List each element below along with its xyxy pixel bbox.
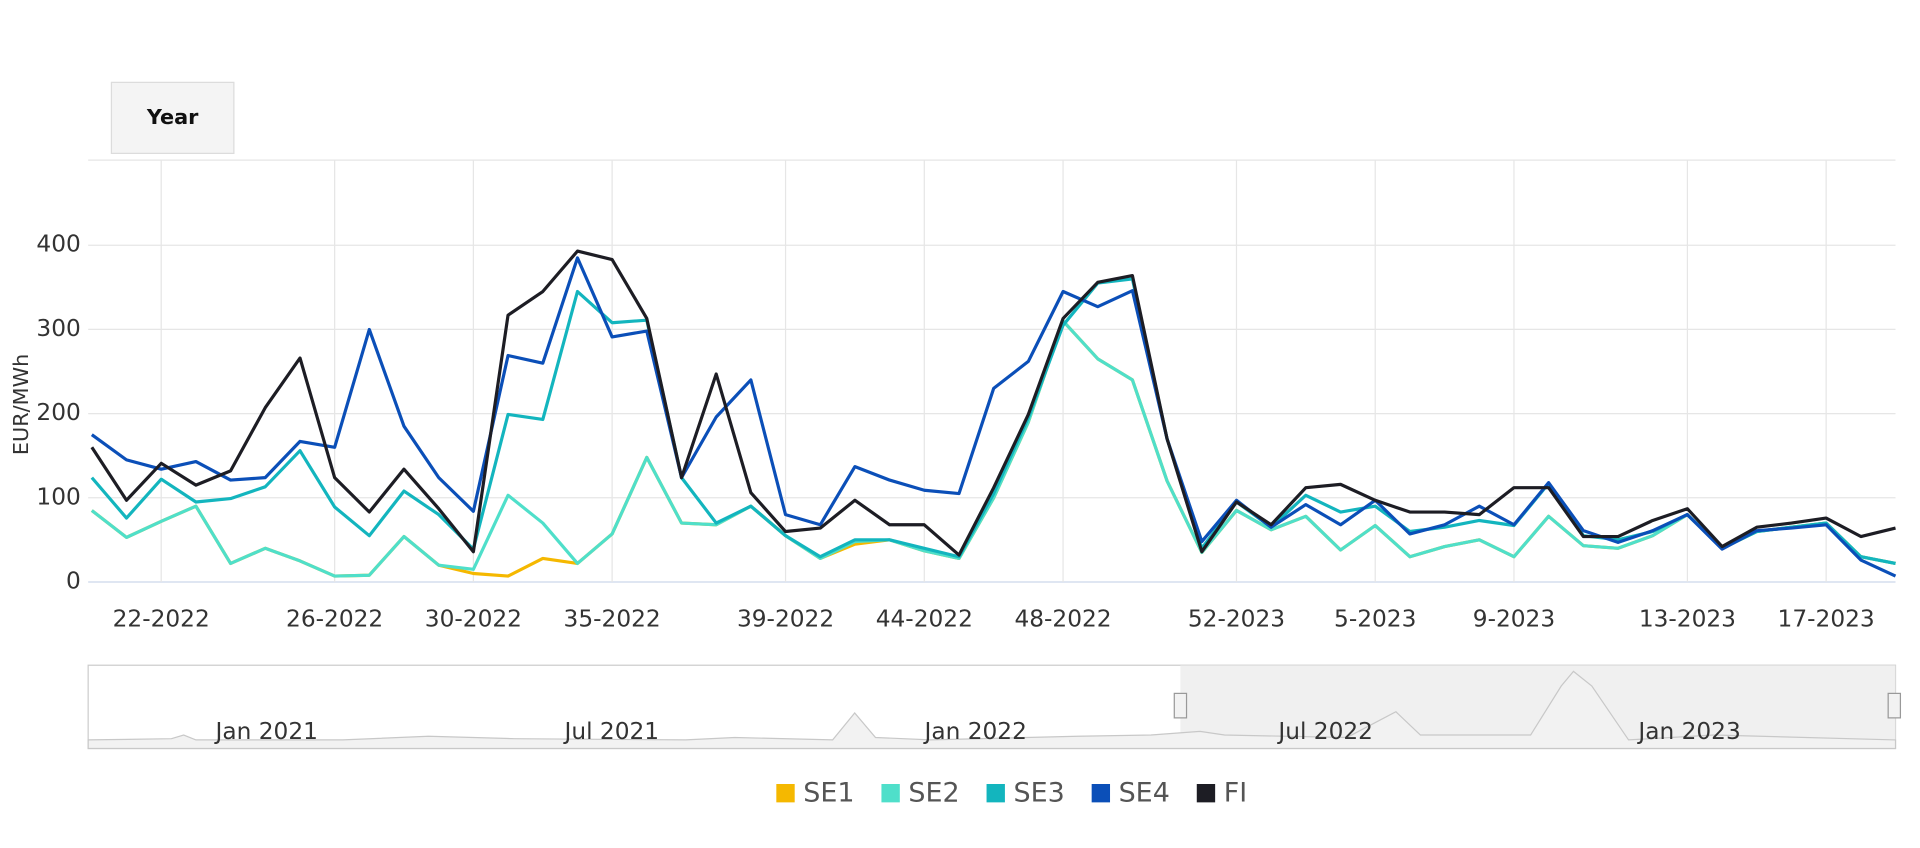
navigator-handle[interactable] <box>1887 692 1902 719</box>
legend-label[interactable]: SE2 <box>908 777 959 808</box>
y-tick-label: 0 <box>66 567 81 594</box>
legend-label[interactable]: FI <box>1224 777 1247 808</box>
legend-label[interactable]: SE1 <box>803 777 854 808</box>
navigator-label: Jul 2021 <box>562 718 659 745</box>
x-tick-label: 30-2022 <box>425 605 522 632</box>
navigator-labels: Jan 2021 Jul 2021 Jan 2022 Jul 2022 Jan 2023 <box>214 718 1741 745</box>
navigator-label: Jan 2021 <box>214 718 318 745</box>
series-line <box>90 256 1897 578</box>
series-line <box>90 319 1896 578</box>
button-box[interactable] <box>110 81 235 154</box>
navigator-area <box>87 670 1897 750</box>
x-tick-label: 52-2023 <box>1188 605 1285 632</box>
legend: SE1 SE2 SE3 SE4 FI <box>776 777 1247 808</box>
series-line <box>90 249 1896 557</box>
legend-swatch[interactable] <box>1196 784 1216 803</box>
legend-label[interactable]: SE3 <box>1013 777 1064 808</box>
x-tick-label: 9-2023 <box>1473 605 1555 632</box>
legend-item[interactable]: SE4 <box>1091 777 1170 808</box>
grid: 0 100 200 300 400 22-2022 26-2022 30-2022 35-202… <box>36 159 1896 632</box>
navigator: Jan 2021 Jul 2021 Jan 2022 Jul 2022 Jan 2023 <box>87 664 1902 750</box>
y-tick-label: 300 <box>36 315 80 342</box>
legend-item[interactable]: FI <box>1196 777 1247 808</box>
x-tick-label: 39-2022 <box>737 605 834 632</box>
legend-swatch[interactable] <box>986 784 1005 803</box>
legend-swatch[interactable] <box>776 784 795 803</box>
legend-item[interactable]: SE1 <box>776 777 854 808</box>
x-tick-label: 13-2023 <box>1639 605 1736 632</box>
navigator-handle[interactable] <box>1173 692 1188 719</box>
x-tick-label: 5-2023 <box>1334 605 1416 632</box>
x-tick-label: 35-2022 <box>564 605 661 632</box>
navigator-label: Jul 2022 <box>1276 718 1373 745</box>
y-axis-title: EUR/MWh <box>9 354 33 456</box>
x-tick-label: 17-2023 <box>1778 605 1875 632</box>
navigator-label: Jan 2022 <box>922 718 1026 745</box>
y-tick-label: 200 <box>36 399 80 426</box>
legend-swatch[interactable] <box>881 784 900 803</box>
series-lines <box>90 249 1897 578</box>
x-tick-label: 48-2022 <box>1014 605 1111 632</box>
navigator-label: Jan 2023 <box>1636 718 1740 745</box>
legend-label[interactable]: SE4 <box>1119 777 1170 808</box>
x-tick-label: 22-2022 <box>113 605 210 632</box>
legend-item[interactable]: SE3 <box>986 777 1065 808</box>
x-tick-label: 44-2022 <box>876 605 973 632</box>
y-tick-label: 400 <box>36 231 80 258</box>
button-label[interactable]: Year <box>146 105 199 129</box>
legend-swatch[interactable] <box>1091 784 1111 803</box>
series-line <box>90 277 1896 566</box>
legend-item[interactable]: SE2 <box>881 777 960 808</box>
range-button[interactable]: Year <box>110 81 235 154</box>
x-tick-label: 26-2022 <box>286 605 383 632</box>
y-tick-label: 100 <box>36 483 80 510</box>
